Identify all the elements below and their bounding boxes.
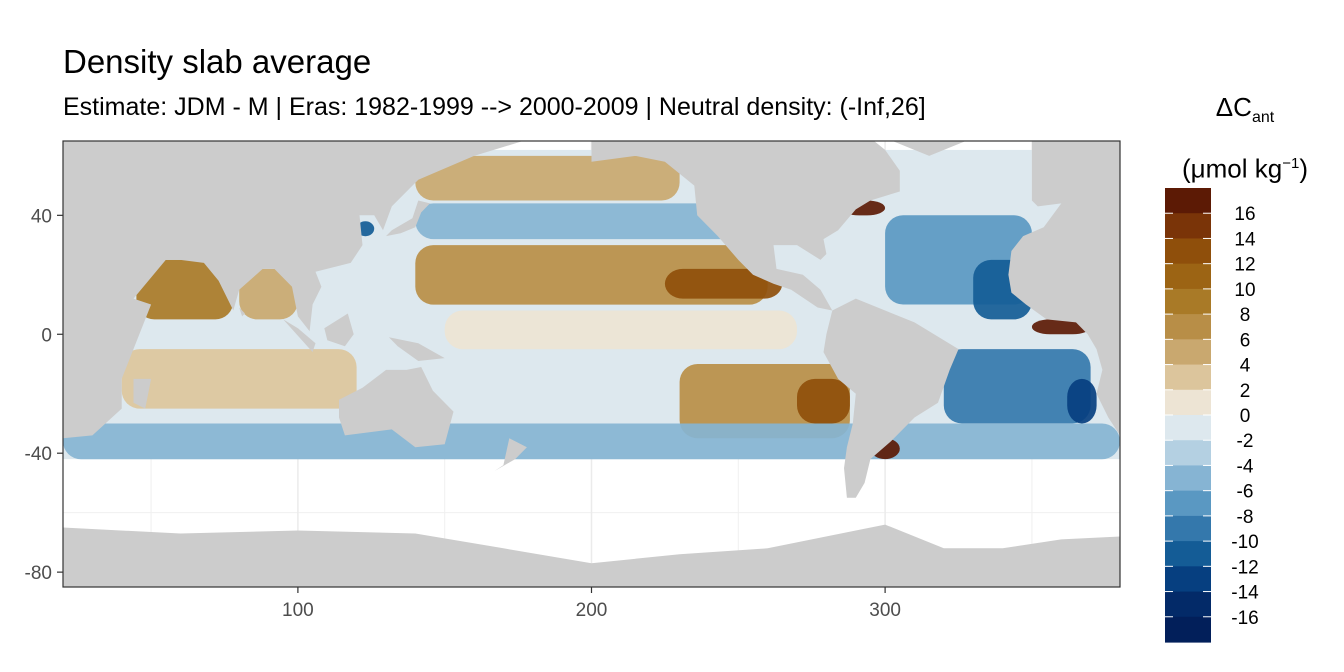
region-south-indian-ocean [121, 349, 357, 409]
land-new-guinea [388, 337, 445, 361]
legend-label: -6 [1237, 482, 1254, 503]
y-tick-label: -80 [25, 563, 52, 584]
land-antarctica [63, 524, 1120, 587]
land-layer [63, 141, 1120, 587]
land-greenland [892, 141, 966, 156]
legend-swatch [1165, 541, 1211, 567]
land-madagascar [133, 378, 152, 409]
chart-subtitle: Estimate: JDM - M | Eras: 1982-1999 --> … [63, 93, 926, 121]
x-tick-label: 300 [869, 600, 901, 621]
land-sri-lanka [239, 307, 245, 317]
legend-label: 4 [1240, 356, 1251, 377]
region-bay-of-bengal [239, 268, 298, 320]
legend-swatch [1165, 364, 1211, 391]
region-guinea-coast [1031, 319, 1091, 335]
legend-label: -10 [1231, 532, 1258, 553]
region-eastern-tropical-north-pacific [664, 268, 783, 299]
region-north-pacific-transition-zone [415, 203, 739, 240]
legend-swatch [1165, 440, 1211, 467]
legend-swatch [1165, 591, 1211, 618]
legend-swatch [1165, 566, 1211, 593]
legend-swatch [1165, 263, 1211, 290]
x-tick-label: 200 [576, 600, 608, 621]
land-australia [339, 367, 454, 448]
legend-swatch [1165, 515, 1211, 542]
legend-swatch [1165, 389, 1211, 416]
legend-swatch [1165, 490, 1211, 517]
land-borneo [324, 313, 354, 347]
region-benguela-upwelling [1067, 378, 1097, 424]
legend-label: 0 [1240, 406, 1251, 427]
legend-label: 12 [1234, 255, 1255, 276]
map-panel [62, 140, 1121, 588]
legend-label: -8 [1237, 507, 1254, 528]
region-peru-coast [797, 378, 850, 424]
chart-title: Density slab average [63, 43, 372, 80]
y-tick-label: -40 [25, 444, 52, 465]
legend-swatch [1165, 616, 1211, 643]
land-eurasia-africa [63, 141, 523, 439]
legend-label: -16 [1231, 608, 1258, 629]
land-new-zealand [494, 438, 527, 471]
legend-swatch [1165, 213, 1211, 240]
region-arabian-sea [136, 259, 234, 320]
legend-swatch [1165, 465, 1211, 492]
legend-label: 10 [1234, 280, 1255, 301]
ocean-layer [63, 149, 1120, 460]
legend-label: -4 [1237, 456, 1254, 477]
land-south-america [823, 298, 959, 498]
region-kuroshio-subpolar-pacific [415, 155, 680, 201]
legend-label: 2 [1240, 381, 1251, 402]
legend-label: -2 [1237, 431, 1254, 452]
legend-label: 6 [1240, 330, 1251, 351]
legend-label: -14 [1231, 583, 1259, 604]
y-tick-label: 40 [31, 206, 52, 227]
land-sumatra [283, 319, 316, 353]
legend-swatch [1165, 314, 1211, 340]
legend-swatch [1165, 188, 1211, 214]
legend-swatch [1165, 288, 1211, 315]
legend-label: 14 [1234, 229, 1256, 250]
y-tick-label: 0 [41, 325, 52, 346]
legend-label: 8 [1240, 305, 1251, 326]
region-equatorial-pacific [444, 310, 797, 350]
legend-title-unit: (μmol kg−1) [1182, 153, 1308, 184]
legend-title-symbol: ΔCant [1215, 92, 1275, 127]
legend-title: ΔCant (μmol kg−1) [1150, 84, 1340, 192]
legend-label: 16 [1234, 204, 1255, 225]
color-legend: 16 14 12 10 8 6 4 2 0 -2 -4 -6 -8 -10 -12 -14 -16 [1165, 188, 1259, 643]
legend-swatch [1165, 238, 1211, 265]
land-africa-europe [1008, 141, 1120, 436]
legend-swatch [1165, 415, 1211, 441]
legend-label: -12 [1231, 557, 1258, 578]
region-southern-ocean-band [63, 423, 1120, 460]
legend-swatch [1165, 339, 1211, 366]
region-south-atlantic-gyre [943, 349, 1091, 424]
x-tick-label: 100 [282, 600, 314, 621]
land-japan [386, 200, 430, 237]
land-north-america [591, 141, 900, 311]
